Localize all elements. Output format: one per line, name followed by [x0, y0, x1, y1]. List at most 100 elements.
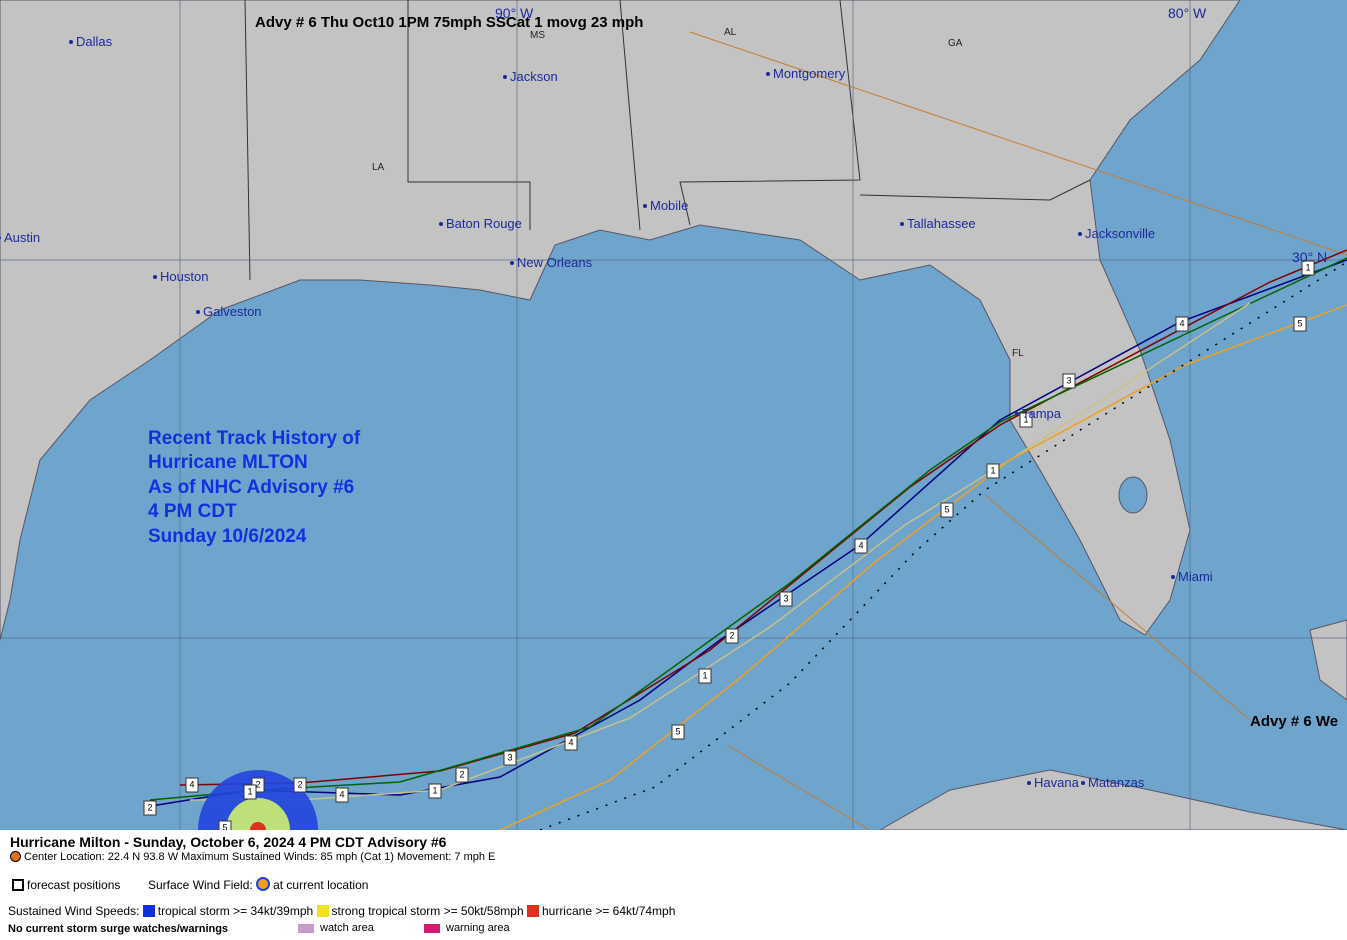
city-label: Tampa	[1022, 406, 1062, 421]
city-label: Galveston	[203, 304, 262, 319]
cuba	[878, 769, 1347, 830]
city-dot	[643, 204, 647, 208]
text: hurricane >= 64kt/74mph	[541, 904, 676, 918]
city-dot	[1027, 781, 1031, 785]
track-box	[503, 750, 517, 766]
track-box	[779, 591, 793, 607]
callout-lines	[689, 31, 1347, 830]
track-label: 3	[1066, 375, 1071, 385]
city-dot	[1171, 575, 1175, 579]
track-box	[725, 628, 739, 644]
track-label: 2	[255, 779, 260, 789]
overlay-line: Sunday 10/6/2024	[148, 526, 307, 547]
track-box	[1062, 373, 1076, 389]
advisory-line: Advy # 6 Thu Oct10 1PM 75mph SSCat 1 mov…	[255, 14, 643, 31]
city-dot	[0, 236, 1, 240]
lake	[1118, 476, 1148, 514]
wind-64kt	[250, 822, 266, 830]
city-label: Montgomery	[773, 66, 846, 81]
wind-50kt	[226, 798, 290, 830]
grid-label: 80° W	[1168, 5, 1207, 21]
track-label: 3	[783, 593, 788, 603]
legend-watch: watch area	[298, 922, 374, 934]
city-dot	[196, 310, 200, 314]
track-box	[185, 777, 199, 793]
text: Surface Wind Field:	[148, 878, 253, 892]
track-box	[1019, 412, 1033, 428]
city-label: Dallas	[76, 34, 113, 49]
text: at current location	[273, 878, 369, 892]
track-box	[243, 784, 257, 800]
track-box	[293, 777, 307, 793]
track-label: 1	[432, 785, 437, 795]
overlay-line: 4 PM CDT	[148, 501, 237, 522]
track-label: 1	[247, 786, 252, 796]
track-label: 4	[339, 789, 344, 799]
text: watch area	[320, 922, 374, 934]
track-box	[218, 820, 232, 830]
land	[0, 0, 1241, 641]
legend-surge: No current storm surge watches/warnings	[8, 923, 229, 935]
legend-warning: warning area	[424, 922, 510, 934]
legend-speeds: Sustained Wind Speeds: tropical storm >=…	[8, 904, 675, 918]
track-box	[940, 502, 954, 518]
track-label: 3	[507, 752, 512, 762]
city-label: Baton Rouge	[446, 216, 522, 231]
track-label: 4	[189, 779, 194, 789]
track-box	[143, 800, 157, 816]
legend: Hurricane Milton - Sunday, October 6, 20…	[0, 830, 1347, 940]
advisory-right: Advy # 6 We	[1250, 713, 1338, 730]
track-label: 2	[297, 779, 302, 789]
track-label: 1	[702, 670, 707, 680]
track-box	[986, 463, 1000, 479]
track-label: 4	[568, 737, 573, 747]
city-label: Jacksonville	[1085, 226, 1155, 241]
city-dot	[153, 275, 157, 279]
state-label: GA	[948, 38, 963, 49]
city-label: Matanzas	[1088, 775, 1145, 790]
grid-label: 90° W	[495, 5, 534, 21]
text: tropical storm >= 34kt/39mph	[157, 904, 314, 918]
city-dot	[439, 222, 443, 226]
track-box	[1175, 316, 1189, 332]
city-dot	[1078, 232, 1082, 236]
city-dot	[69, 40, 73, 44]
bahamas	[1309, 619, 1347, 701]
track-label: 2	[147, 802, 152, 812]
track-label: 4	[1179, 318, 1184, 328]
legend-center: Center Location: 22.4 N 93.8 W Maximum S…	[10, 851, 495, 863]
grid-label: 30° N	[1292, 249, 1327, 265]
track-label: 5	[1297, 318, 1302, 328]
track-label: 1	[990, 465, 995, 475]
city-label: Jackson	[510, 69, 558, 84]
track-box	[1293, 316, 1307, 332]
track-label: 4	[858, 540, 863, 550]
city-label: Havana	[1034, 775, 1080, 790]
track-label: 5	[222, 822, 227, 830]
track-label: 2	[459, 769, 464, 779]
track-label: 2	[729, 630, 734, 640]
track-box	[564, 735, 578, 751]
track-label: 1	[1305, 262, 1310, 272]
overlay-line: Recent Track History of	[148, 428, 361, 449]
state-label: LA	[372, 162, 385, 173]
city-dot	[1015, 412, 1019, 416]
text: forecast positions	[27, 878, 121, 892]
track-box	[698, 668, 712, 684]
city-dot	[900, 222, 904, 226]
state-label: MS	[530, 30, 545, 41]
overlay-line: As of NHC Advisory #6	[148, 477, 354, 498]
city-label: Mobile	[650, 198, 688, 213]
text: warning area	[446, 922, 510, 934]
text: strong tropical storm >= 50kt/58mph	[331, 904, 524, 918]
track-box	[455, 767, 469, 783]
state-label: FL	[1012, 348, 1024, 359]
city-label: Miami	[1178, 569, 1213, 584]
track-label: 5	[944, 504, 949, 514]
track-label: 1	[1023, 414, 1028, 424]
city-label: Austin	[4, 230, 40, 245]
city-label: New Orleans	[517, 255, 593, 270]
track-label: 5	[675, 726, 680, 736]
